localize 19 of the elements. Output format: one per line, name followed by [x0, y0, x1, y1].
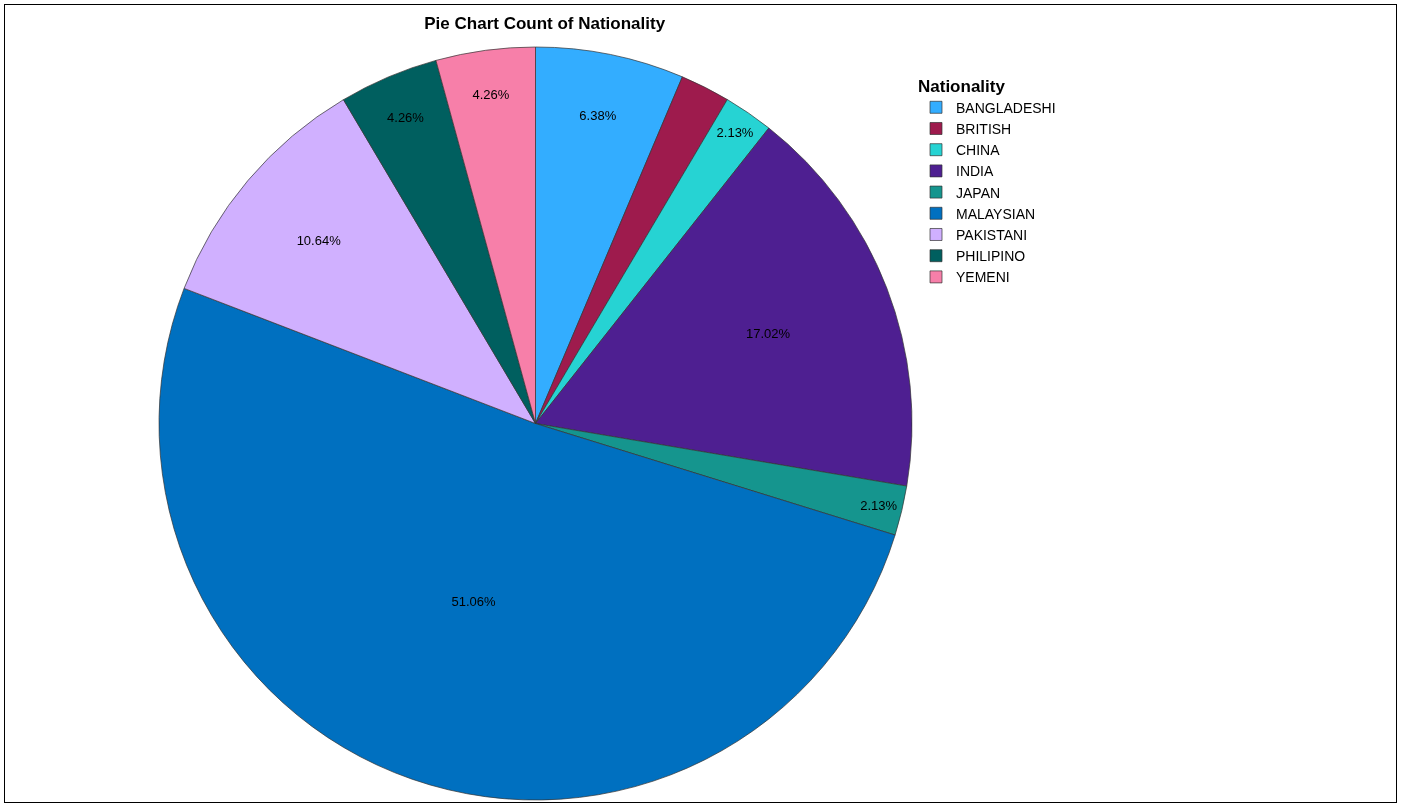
legend-label: BRITISH: [956, 120, 1012, 137]
data-label: 4.26%: [472, 86, 510, 102]
legend-label: BANGLADESHI: [956, 99, 1056, 116]
legend-title: Nationality: [918, 76, 1006, 96]
legend-label: MALAYSIAN: [956, 205, 1036, 222]
data-label: 51.06%: [451, 593, 497, 609]
data-label: 6.38%: [579, 108, 617, 124]
data-label: 10.64%: [296, 233, 342, 249]
legend-label: INDIA: [956, 163, 994, 180]
data-label: 4.26%: [387, 110, 425, 126]
legend-label: YEMENI: [956, 269, 1010, 286]
legend-label: PHILIPINO: [956, 248, 1026, 265]
legend-label: PAKISTANI: [956, 226, 1028, 243]
chart-title: Pie Chart Count of Nationality: [424, 13, 666, 33]
data-label: 2.13%: [716, 125, 754, 141]
data-label: 17.02%: [745, 326, 791, 342]
data-label: 2.13%: [860, 497, 898, 513]
legend-label: CHINA: [956, 142, 1001, 159]
legend-label: JAPAN: [956, 184, 1001, 201]
